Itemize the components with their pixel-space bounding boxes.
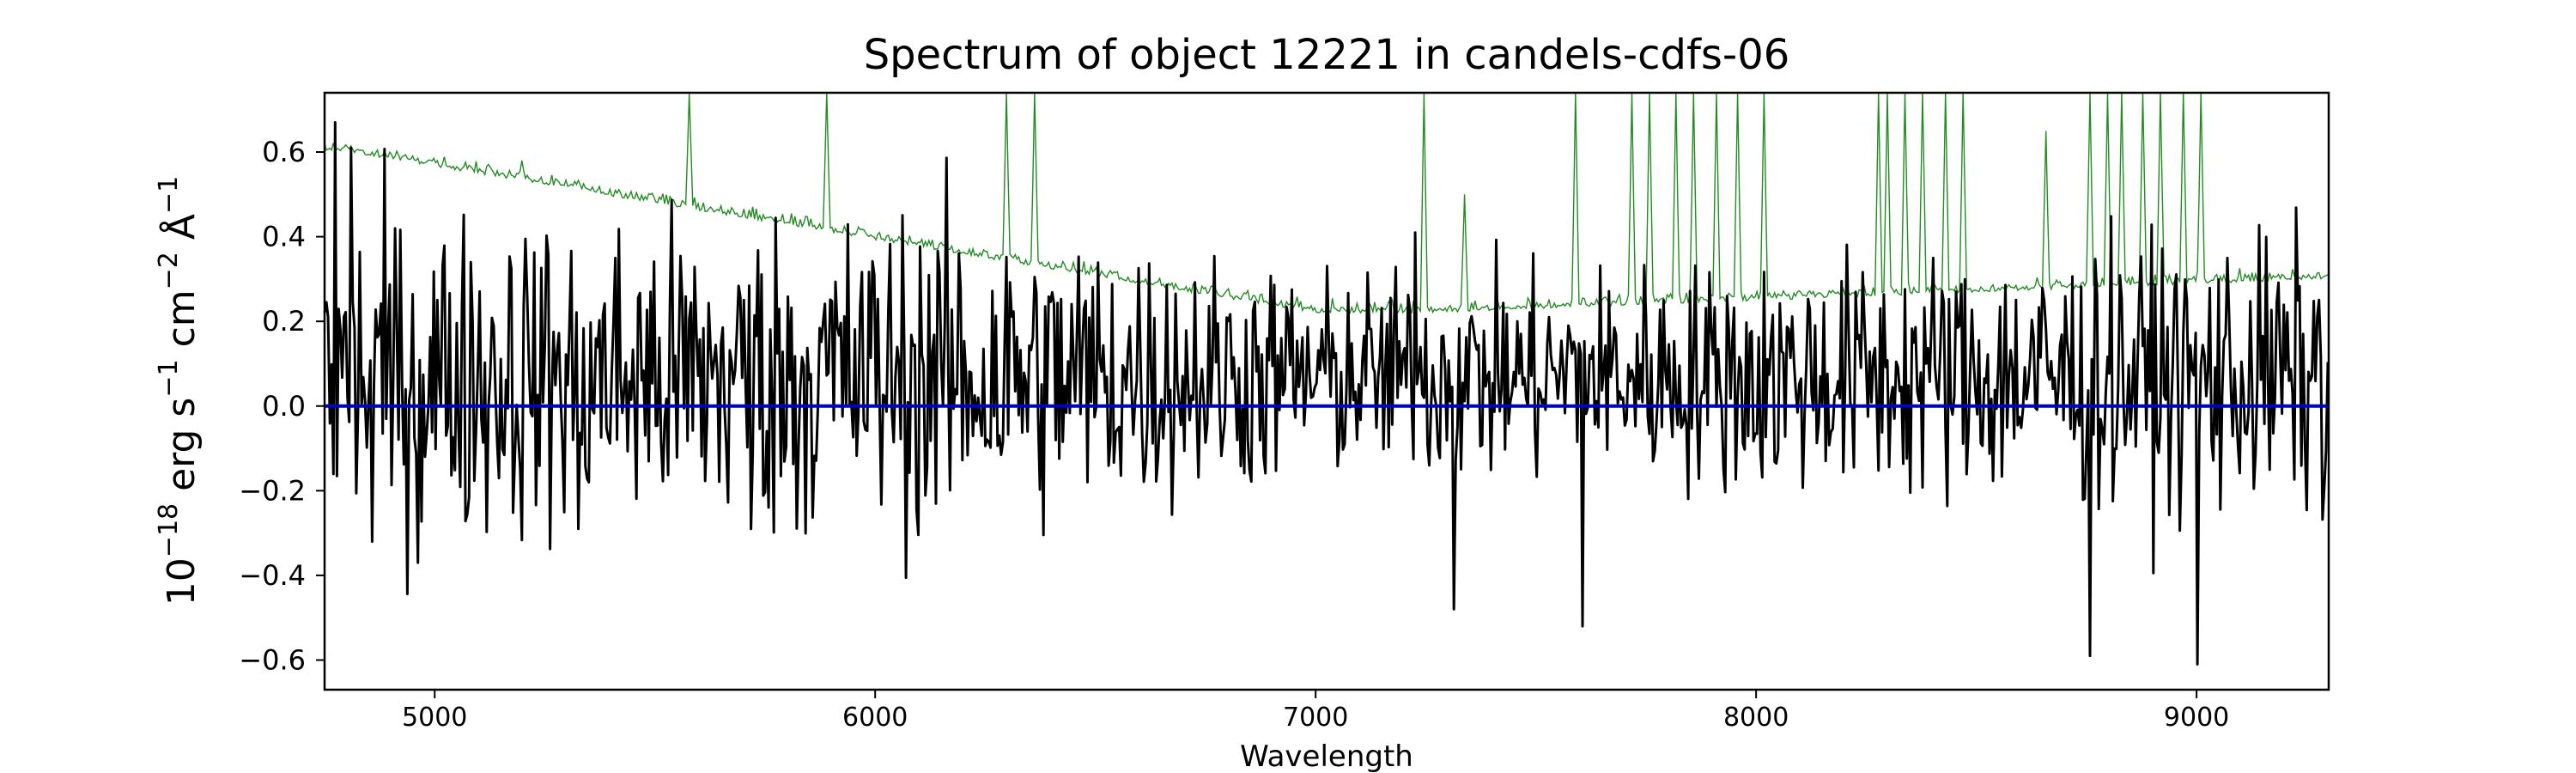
y-tick-label: 0.4 xyxy=(262,221,306,253)
flux-series xyxy=(323,121,2330,666)
y-label-exp2: −1 xyxy=(154,359,184,397)
x-tick-label: 8000 xyxy=(1723,703,1789,733)
x-tick-label: 6000 xyxy=(842,703,908,733)
x-tick-label: 9000 xyxy=(2164,703,2229,733)
x-tick-label: 5000 xyxy=(402,703,467,733)
y-tick-label: 0.2 xyxy=(262,305,306,338)
y-axis: −0.6 −0.4 −0.2 0.0 0.2 0.4 0.6 xyxy=(239,136,325,676)
y-tick-label: 0.6 xyxy=(262,136,306,168)
y-label-erg: erg s xyxy=(160,398,204,503)
y-label-ang: Å xyxy=(158,214,204,252)
x-axis-label: Wavelength xyxy=(1240,740,1413,773)
x-axis: 5000 6000 7000 8000 9000 xyxy=(402,690,2229,733)
y-label-exp1: −18 xyxy=(154,503,184,557)
flux-line xyxy=(323,121,2330,666)
y-label-exp3: −2 xyxy=(154,252,184,289)
y-label-base: 10 xyxy=(160,557,204,606)
y-label-cm: cm xyxy=(160,289,204,359)
y-tick-label: −0.6 xyxy=(239,643,306,676)
y-label-exp4: −1 xyxy=(154,176,184,214)
plot-frame xyxy=(323,91,2330,691)
y-tick-label: 0.0 xyxy=(262,390,306,423)
y-axis-label: 10−18 erg s−1 cm−2 Å−1 xyxy=(154,176,204,606)
chart-title: Spectrum of object 12221 in candels-cdfs… xyxy=(864,31,1790,79)
y-tick-label: −0.4 xyxy=(239,559,306,592)
x-tick-label: 7000 xyxy=(1283,703,1348,733)
y-tick-label: −0.2 xyxy=(239,474,306,507)
